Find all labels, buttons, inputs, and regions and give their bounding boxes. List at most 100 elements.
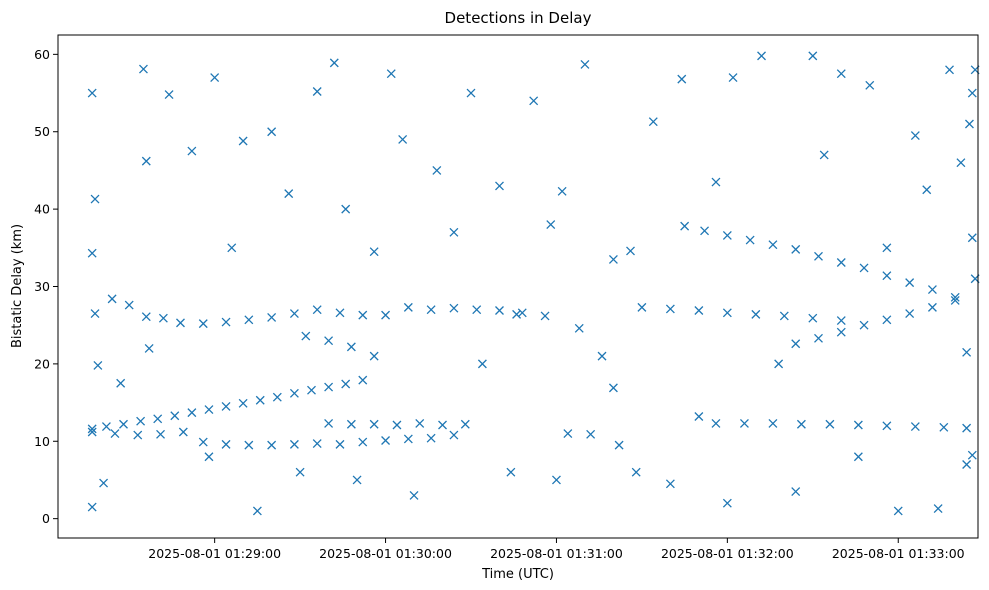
- data-point: [631, 467, 641, 477]
- data-point: [546, 220, 556, 230]
- x-tick-label: 2025-08-01 01:32:00: [661, 546, 794, 561]
- data-point: [369, 351, 379, 361]
- data-point: [335, 439, 345, 449]
- data-point: [164, 90, 174, 100]
- data-point: [768, 240, 778, 250]
- data-point: [87, 424, 97, 434]
- data-point: [517, 308, 527, 318]
- data-point: [779, 311, 789, 321]
- data-point: [791, 244, 801, 254]
- data-point: [859, 263, 869, 273]
- data-point: [136, 416, 146, 426]
- data-point: [477, 359, 487, 369]
- data-point: [358, 437, 368, 447]
- data-point: [238, 398, 248, 408]
- data-point: [825, 419, 835, 429]
- data-point: [449, 303, 459, 313]
- data-point: [836, 327, 846, 337]
- data-point: [495, 181, 504, 191]
- data-point: [677, 74, 687, 84]
- data-point: [369, 419, 379, 429]
- data-point: [352, 475, 362, 485]
- y-tick-label: 60: [34, 47, 50, 62]
- x-axis-label: Time (UTC): [481, 567, 554, 582]
- data-point: [939, 422, 949, 432]
- data-point: [614, 440, 624, 450]
- data-point: [597, 351, 607, 361]
- data-point: [87, 427, 97, 437]
- data-point: [728, 73, 738, 83]
- data-point: [529, 96, 539, 106]
- data-point: [967, 450, 977, 460]
- data-point: [198, 319, 208, 329]
- data-point: [267, 440, 277, 450]
- data-point: [381, 436, 391, 445]
- data-point: [267, 312, 277, 322]
- data-point: [210, 73, 220, 83]
- data-point: [853, 420, 863, 430]
- data-point: [346, 419, 356, 429]
- data-point: [922, 185, 932, 195]
- data-points: [87, 51, 980, 516]
- data-point: [289, 388, 299, 398]
- data-point: [774, 359, 784, 369]
- data-point: [267, 127, 277, 137]
- data-point: [107, 294, 117, 304]
- data-point: [745, 235, 755, 245]
- data-point: [665, 304, 675, 314]
- data-point: [648, 117, 658, 127]
- y-tick-label: 0: [42, 511, 50, 526]
- data-point: [141, 312, 151, 322]
- data-point: [722, 308, 732, 318]
- data-point: [252, 506, 262, 516]
- data-point: [814, 251, 823, 261]
- data-point: [956, 158, 966, 168]
- data-point: [466, 88, 476, 98]
- data-point: [836, 316, 846, 326]
- data-point: [284, 189, 294, 199]
- data-point: [694, 306, 704, 315]
- data-point: [665, 479, 675, 489]
- data-point: [90, 309, 100, 319]
- data-point: [962, 423, 972, 433]
- data-point: [99, 478, 109, 488]
- data-point: [144, 343, 154, 353]
- data-point: [227, 243, 237, 253]
- data-point: [101, 422, 111, 432]
- data-point: [158, 313, 168, 323]
- data-point: [244, 315, 254, 325]
- data-point: [964, 119, 974, 129]
- data-point: [962, 347, 972, 357]
- data-point: [853, 452, 863, 462]
- data-point: [415, 419, 425, 428]
- y-tick-label: 20: [34, 356, 50, 371]
- data-point: [791, 339, 801, 349]
- data-point: [962, 460, 972, 469]
- data-point: [472, 305, 482, 315]
- data-point: [791, 487, 801, 497]
- data-point: [586, 429, 596, 439]
- data-point: [882, 421, 892, 431]
- data-point: [449, 227, 459, 237]
- data-point: [335, 308, 345, 318]
- y-tick-label: 50: [34, 124, 50, 139]
- data-point: [90, 194, 100, 204]
- data-point: [141, 156, 151, 166]
- x-tick-label: 2025-08-01 01:29:00: [148, 546, 281, 561]
- y-axis-ticks: 0 10 20 30 40 50 60: [34, 47, 58, 526]
- data-point: [116, 378, 126, 388]
- data-point: [814, 333, 823, 343]
- data-point: [238, 136, 248, 146]
- data-point: [796, 419, 806, 429]
- data-point: [93, 360, 103, 370]
- data-point: [512, 309, 522, 319]
- data-point: [176, 318, 185, 328]
- data-point: [711, 419, 721, 428]
- data-point: [187, 146, 197, 156]
- data-point: [757, 51, 766, 61]
- data-point: [967, 233, 977, 243]
- data-point: [324, 419, 334, 428]
- data-point: [819, 150, 829, 160]
- data-point: [87, 248, 97, 258]
- data-point: [153, 414, 163, 424]
